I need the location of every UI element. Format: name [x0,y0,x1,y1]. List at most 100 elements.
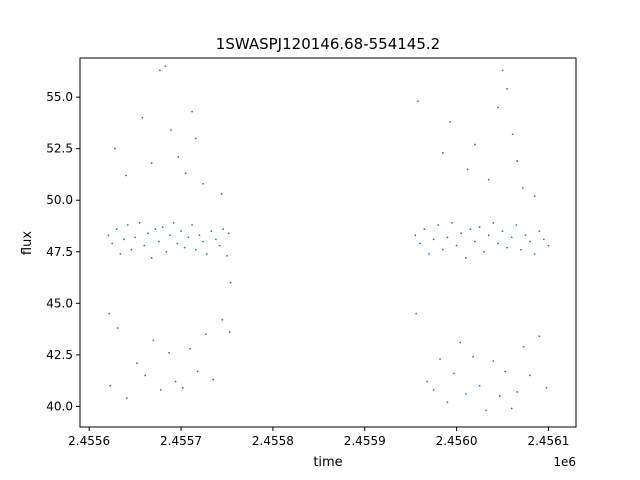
data-point [446,236,449,239]
data-point [417,100,419,103]
data-point [194,137,197,140]
data-points [107,65,550,412]
data-point [516,160,519,162]
data-point [109,384,112,387]
data-point [464,257,467,259]
y-tick-label: 47.5 [46,245,73,259]
data-point [159,388,162,391]
data-point [455,244,458,247]
x-tick-label: 2.4560 [436,434,478,448]
data-point [545,386,548,389]
data-point [414,234,417,237]
data-point [176,242,179,245]
data-point [487,234,490,237]
data-point [432,238,435,241]
data-point [227,232,230,235]
data-point [515,224,518,226]
data-point [519,248,522,251]
data-point [170,129,172,132]
y-tick-label: 52.5 [46,142,73,156]
x-tick-label: 2.4559 [344,434,386,448]
data-point [504,370,507,373]
data-point [123,238,125,241]
data-point [538,335,541,338]
data-point [215,238,217,241]
y-tick-label: 55.0 [46,90,73,104]
data-point [205,252,208,255]
data-point [130,248,133,251]
data-point [506,246,509,249]
data-point [432,388,435,391]
data-point [542,238,545,241]
data-point [485,409,487,412]
data-point [189,347,192,350]
data-point [174,380,177,383]
y-tick-label: 45.0 [46,296,73,310]
data-point [152,339,155,342]
y-tick-label: 50.0 [46,193,73,207]
data-point [220,193,223,195]
data-point [125,174,127,177]
data-point [469,228,472,231]
data-point [474,143,476,146]
data-point [180,230,182,233]
data-point [423,228,426,231]
data-point [446,401,449,404]
data-point [426,380,429,383]
x-axis-label: time [313,455,342,470]
data-point [218,244,221,247]
data-point [141,116,144,119]
x-tick-label: 2.4561 [527,434,569,448]
data-point [221,318,224,321]
data-point [198,234,201,237]
data-point [497,242,499,245]
data-point [159,69,161,72]
data-point [529,240,531,243]
data-point [511,133,514,136]
data-point [111,242,114,245]
data-point [183,246,186,249]
x-axis: 2.4556 2.4557 2.4558 2.4559 2.4560 2.4561 [68,427,569,448]
data-point [126,224,129,226]
data-point [108,312,111,315]
data-point [172,222,175,224]
data-point [524,234,527,237]
data-point [441,248,444,251]
data-point [466,168,469,171]
data-point [115,228,118,231]
data-point [194,248,197,251]
plot-frame [79,57,577,428]
chart-title: 1SWASPJ120146.68-554145.2 [216,35,440,53]
data-point [125,397,128,400]
data-point [538,230,541,233]
data-point [114,147,116,150]
data-point [191,110,193,113]
data-point [150,257,153,259]
data-point [154,228,157,231]
data-point [158,240,160,243]
data-point [119,252,122,255]
data-point [202,240,204,243]
y-tick-label: 40.0 [46,399,73,413]
data-point [181,386,184,389]
data-point [522,345,525,348]
data-point [415,312,418,315]
data-point [483,250,486,253]
data-point [161,226,164,228]
x-axis-offset-label: 1e6 [553,455,576,469]
data-point [533,195,536,198]
data-point [187,236,190,239]
y-axis-label: flux [20,231,35,255]
data-point [510,236,513,239]
y-axis: 40.0 42.5 45.0 47.5 50.0 52.5 55.0 [46,90,80,413]
data-point [107,234,110,237]
data-point [168,351,171,354]
data-point [138,222,141,224]
data-point [150,162,153,165]
data-point [428,252,430,255]
data-point [492,222,495,224]
data-point [501,69,504,72]
data-point [144,374,147,377]
